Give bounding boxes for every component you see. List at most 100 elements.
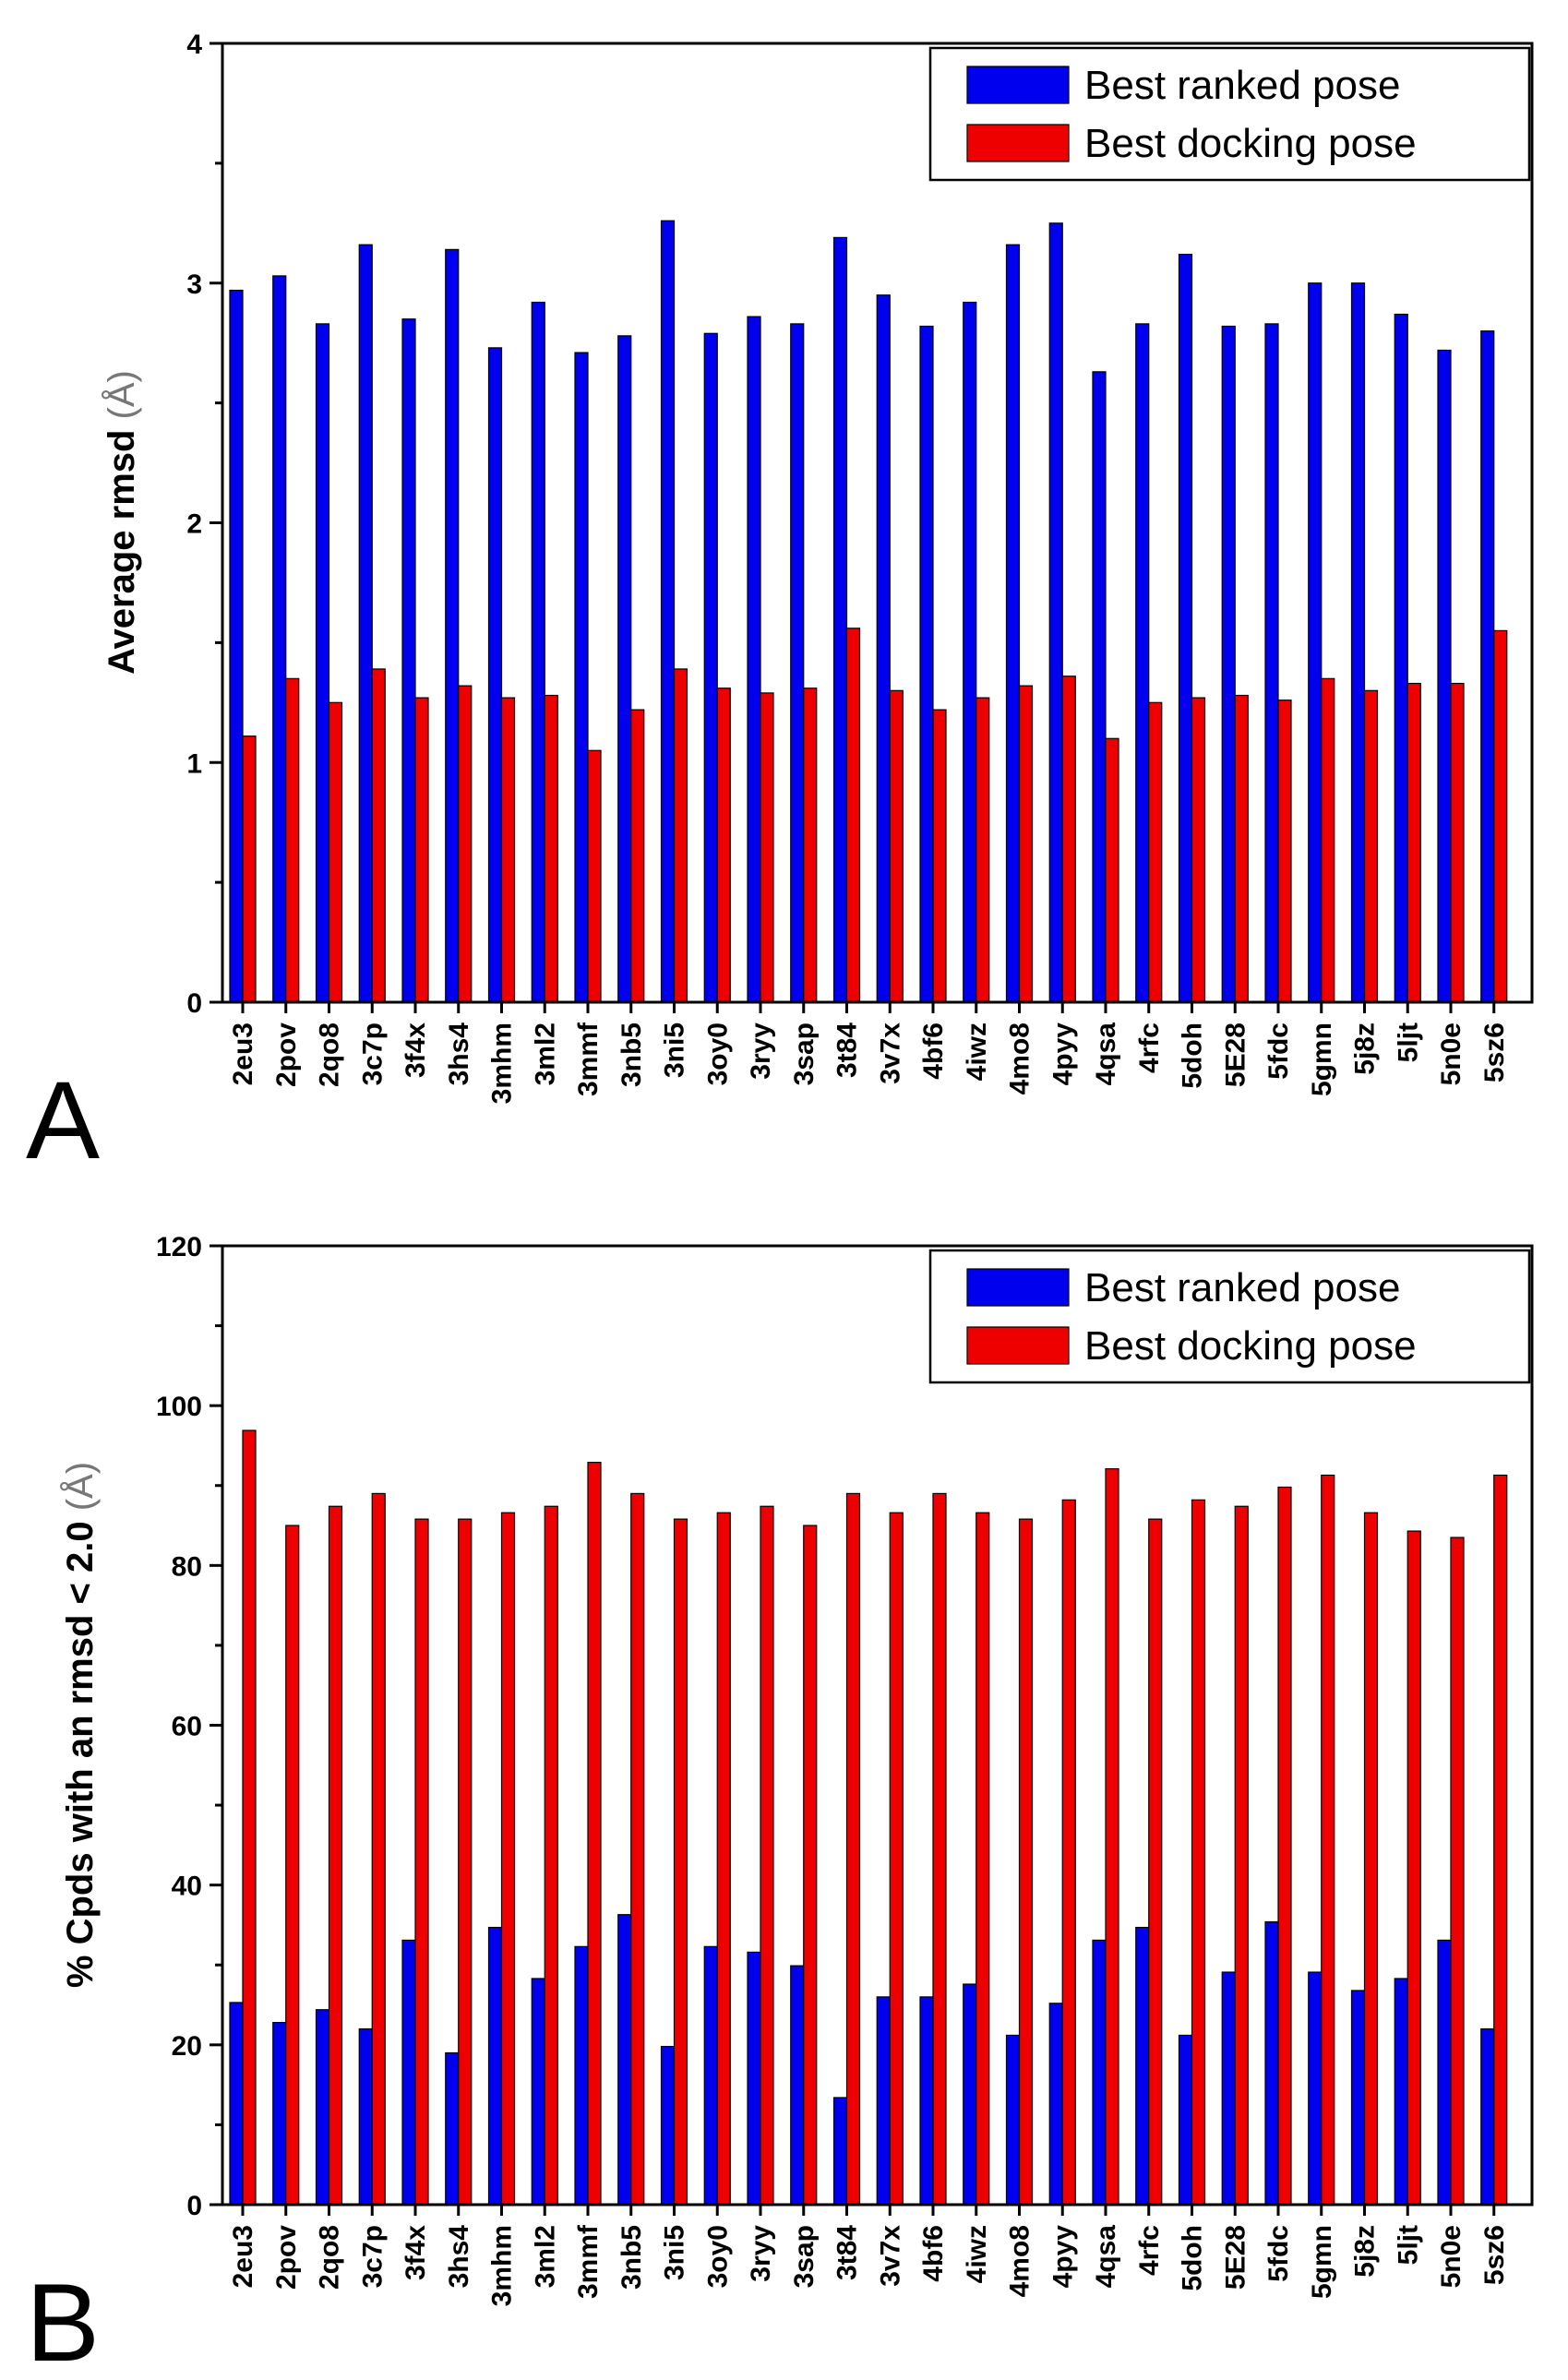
panel-b-category-label-3sap: 3sap bbox=[789, 2225, 820, 2288]
panel-a-category-label-3t84: 3t84 bbox=[832, 1023, 863, 1078]
panel-a-bar-docking-2eu3 bbox=[242, 736, 257, 1003]
panel-b-category-label-2pov: 2pov bbox=[271, 2225, 302, 2290]
panel-b-category-label-3ryy: 3ryy bbox=[746, 2225, 776, 2282]
panel-b-bar-docking-3c7p bbox=[371, 1492, 386, 2206]
panel-a-bar-docking-4iwz bbox=[976, 697, 990, 1003]
panel-a-bar-docking-4mo8 bbox=[1018, 685, 1034, 1003]
panel-b-bar-docking-4pyy bbox=[1061, 1499, 1076, 2206]
panel-b-y-tick-label: 120 bbox=[156, 1232, 202, 1262]
panel-b-y-axis-label: % Cpds with an rmsd < 2.0 (Å) bbox=[59, 1462, 101, 1988]
panel-b-bar-docking-5n0e bbox=[1450, 1537, 1465, 2206]
panel-a-bar-docking-3ryy bbox=[760, 692, 774, 1003]
panel-a-bar-ranked-3c7p bbox=[358, 244, 373, 1003]
panel-b-bar-docking-2qo8 bbox=[328, 1505, 343, 2206]
panel-a-bar-ranked-3hs4 bbox=[445, 248, 460, 1003]
panel-b-bar-ranked-3hs4 bbox=[445, 2051, 460, 2206]
panel-b-category-label-3mhm: 3mhm bbox=[487, 2225, 518, 2306]
panel-a-category-label-3nb5: 3nb5 bbox=[616, 1023, 647, 1087]
panel-a-category-label-5sz6: 5sz6 bbox=[1479, 1023, 1510, 1082]
panel-b-category-label-3c7p: 3c7p bbox=[357, 2225, 388, 2288]
panel-b-x-tick-labels: 2eu3 2pov 2qo8 3c7p 3f4x 3hs4 3mhm 3ml2 3mmf 3nb5… bbox=[228, 2205, 1510, 2306]
panel-b-bar-docking-5ljt bbox=[1406, 1530, 1421, 2206]
panel-b-bar-ranked-5fdc bbox=[1264, 1920, 1279, 2206]
panel-b-legend-label-docking: Best docking pose bbox=[1084, 1323, 1417, 1369]
panel-a-bar-docking-5fdc bbox=[1277, 700, 1292, 1003]
panel-a-bar-docking-3f4x bbox=[414, 697, 429, 1003]
panel-b-bar-ranked-3v7x bbox=[876, 1996, 891, 2206]
panel-b-bar-ranked-4qsa bbox=[1092, 1939, 1107, 2206]
panel-b-bar-ranked-5gmn bbox=[1308, 1971, 1323, 2206]
panel-a-chart: 0 1 2 3 4 2eu3 2pov 2qo8 3c7p 3f4x 3hs4 3mhm 3ml2 3m… bbox=[26, 30, 1534, 1182]
panel-b-category-label-2eu3: 2eu3 bbox=[228, 2225, 258, 2288]
panel-a-category-label-5j8z: 5j8z bbox=[1350, 1023, 1381, 1075]
panel-a-legend-label-ranked: Best ranked pose bbox=[1084, 63, 1400, 108]
panel-b-category-label-5E28: 5E28 bbox=[1220, 2225, 1251, 2290]
panel-b-y-tick-label: 60 bbox=[172, 1712, 202, 1742]
panel-a-category-label-3sap: 3sap bbox=[789, 1023, 820, 1085]
panel-b-bar-docking-3hs4 bbox=[458, 1518, 473, 2206]
panel-b-bar-docking-5E28 bbox=[1234, 1505, 1249, 2206]
panel-b-bar-ranked-3mhm bbox=[487, 1926, 503, 2206]
panel-b-bar-ranked-3f4x bbox=[401, 1939, 416, 2206]
panel-b-bar-ranked-3ml2 bbox=[531, 1978, 545, 2206]
panel-b-legend: Best ranked pose Best docking pose bbox=[928, 1249, 1531, 1384]
panel-a-bar-ranked-5sz6 bbox=[1480, 330, 1495, 1003]
panel-a-category-label-5doh: 5doh bbox=[1178, 1023, 1208, 1089]
panel-a-category-label-4mo8: 4mo8 bbox=[1005, 1023, 1035, 1094]
panel-b-bar-docking-3ni5 bbox=[673, 1518, 688, 2206]
panel-a-legend-swatch-ranked bbox=[966, 66, 1070, 104]
panel-a-bar-docking-3mmf bbox=[587, 749, 602, 1003]
panel-a-bar-docking-2qo8 bbox=[328, 701, 343, 1003]
panel-a-bar-ranked-4pyy bbox=[1048, 222, 1063, 1003]
panel-b-bar-ranked-3c7p bbox=[358, 2027, 373, 2206]
panel-a-y-tick-label: 4 bbox=[186, 30, 202, 60]
panel-a-bar-docking-5E28 bbox=[1234, 694, 1249, 1003]
panel-a-bar-ranked-4iwz bbox=[963, 301, 977, 1003]
panel-b-bar-ranked-5sz6 bbox=[1480, 2027, 1495, 2206]
panel-a-category-label-5n0e: 5n0e bbox=[1436, 1023, 1466, 1085]
panel-b-bar-docking-3f4x bbox=[414, 1518, 429, 2206]
panel-b-chart: 0 20 40 60 80 100 120 2eu3 2pov 2qo8 3c7p 3f4x 3hs4… bbox=[26, 1232, 1534, 2380]
panel-a-bar-docking-3sap bbox=[803, 688, 818, 1003]
panel-b-category-label-3oy0: 3oy0 bbox=[702, 2225, 733, 2288]
panel-a-bar-ranked-5n0e bbox=[1437, 349, 1452, 1003]
panel-b-category-label-5ljt: 5ljt bbox=[1393, 2225, 1423, 2265]
panel-a-bar-ranked-3ml2 bbox=[531, 301, 545, 1003]
panel-b-category-label-2qo8: 2qo8 bbox=[315, 2225, 345, 2290]
panel-b-bar-docking-5gmn bbox=[1321, 1474, 1335, 2206]
panel-a-category-label-3c7p: 3c7p bbox=[357, 1023, 388, 1085]
panel-a-category-label-4pyy: 4pyy bbox=[1047, 1023, 1078, 1086]
panel-b-bar-ranked-2qo8 bbox=[315, 2009, 330, 2206]
panel-a-category-label-4iwz: 4iwz bbox=[962, 1023, 992, 1081]
panel-a-y-tick-label: 2 bbox=[186, 509, 202, 540]
panel-a-bar-ranked-5ljt bbox=[1394, 313, 1408, 1003]
panel-a-category-label-3ml2: 3ml2 bbox=[530, 1023, 560, 1085]
panel-b-category-label-5sz6: 5sz6 bbox=[1479, 2225, 1510, 2285]
panel-b-bar-docking-3mhm bbox=[500, 1512, 516, 2206]
panel-b-bar-ranked-2pov bbox=[272, 2021, 287, 2206]
panel-b-bar-docking-4iwz bbox=[976, 1512, 990, 2206]
panel-a-bar-ranked-3mhm bbox=[487, 347, 503, 1003]
panel-b-bar-ranked-5doh bbox=[1178, 2034, 1193, 2206]
panel-b-bar-docking-4mo8 bbox=[1018, 1518, 1034, 2206]
panel-b-bar-ranked-3nb5 bbox=[617, 1914, 632, 2206]
panel-a-bar-ranked-2eu3 bbox=[229, 289, 244, 1003]
panel-a-bar-docking-5j8z bbox=[1363, 689, 1379, 1003]
panel-b-category-label-3f4x: 3f4x bbox=[401, 2225, 431, 2280]
panel-a-category-label-3v7x: 3v7x bbox=[875, 1023, 905, 1084]
panel-a-bar-docking-3ni5 bbox=[673, 668, 688, 1003]
panel-a-bar-docking-4pyy bbox=[1061, 676, 1076, 1003]
panel-a-category-label-2pov: 2pov bbox=[271, 1023, 302, 1087]
panel-a-bar-ranked-3oy0 bbox=[703, 332, 718, 1003]
panel-a-bar-ranked-2qo8 bbox=[315, 323, 330, 1003]
panel-a-bar-docking-5ljt bbox=[1406, 682, 1421, 1003]
panel-b-bar-ranked-4pyy bbox=[1048, 2003, 1063, 2206]
panel-a-bar-ranked-5j8z bbox=[1350, 282, 1366, 1003]
panel-a-bar-docking-3nb5 bbox=[630, 709, 645, 1003]
panel-b-category-label-4iwz: 4iwz bbox=[962, 2225, 992, 2283]
panel-b-bar-docking-4qsa bbox=[1105, 1467, 1119, 2206]
panel-a-category-label-3mmf: 3mmf bbox=[573, 1022, 604, 1096]
panel-b-legend-label-ranked: Best ranked pose bbox=[1084, 1265, 1400, 1310]
panel-a-legend-label-docking: Best docking pose bbox=[1084, 121, 1417, 166]
